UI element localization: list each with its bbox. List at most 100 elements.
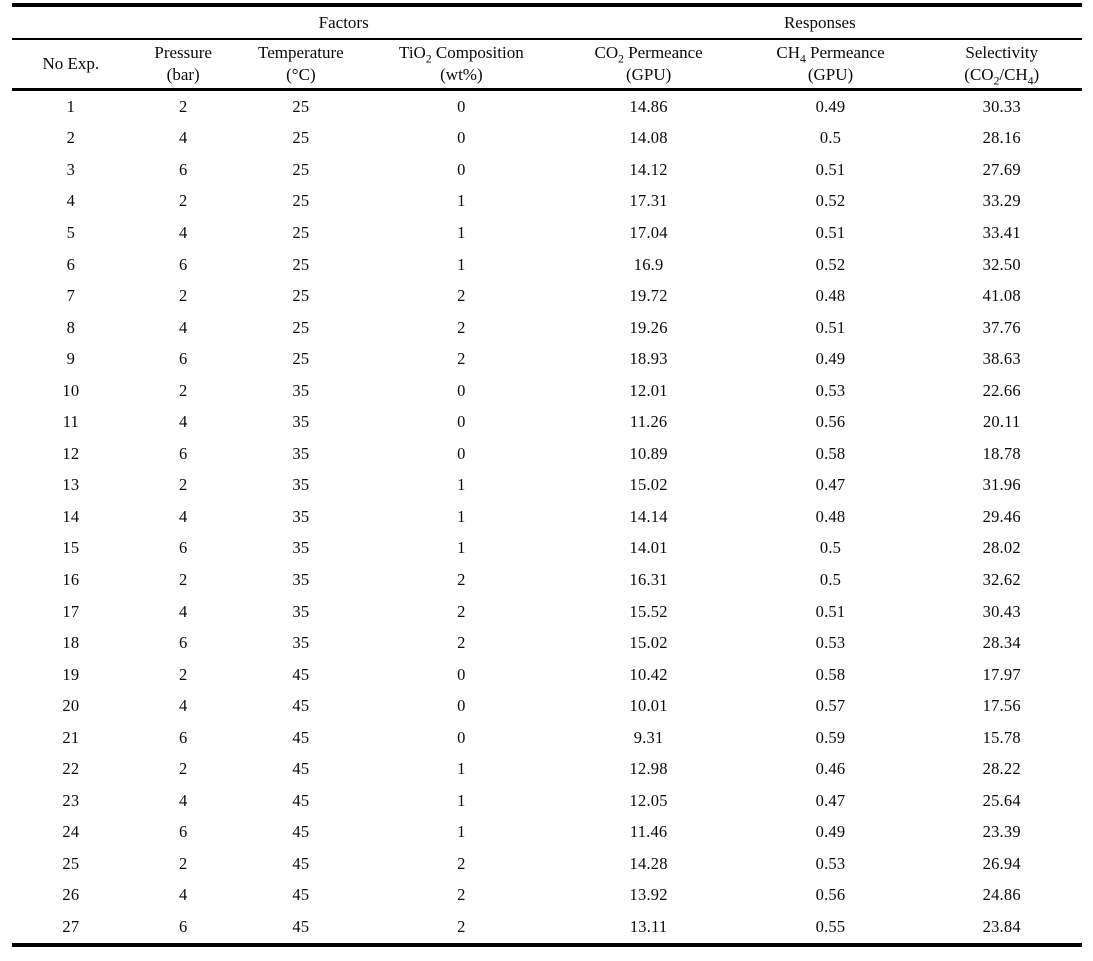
- cell-selectivity: 30.43: [982, 601, 1021, 621]
- cell-no-exp: 25: [62, 853, 80, 873]
- cell-tio2-composition: 2: [457, 633, 466, 653]
- table-row: 11 4 35 0 11.26 0.56 20.11: [12, 406, 1082, 438]
- table-row: 3 6 25 0 14.12 0.51 27.69: [12, 154, 1082, 186]
- cell-selectivity: 23.84: [982, 916, 1021, 936]
- cell-co2-permeance: 9.31: [633, 727, 664, 747]
- cell-no-exp: 19: [62, 664, 80, 684]
- cell-pressure: 6: [178, 727, 188, 747]
- cell-pressure: 6: [178, 633, 188, 653]
- table-row: 23 4 45 1 12.05 0.47 25.64: [12, 785, 1082, 817]
- cell-co2-permeance: 16.31: [629, 569, 668, 589]
- cell-temperature: 25: [292, 222, 310, 242]
- cell-selectivity: 27.69: [982, 159, 1021, 179]
- column-header-unit: (bar): [166, 65, 200, 84]
- cell-ch4-permeance: 0.46: [815, 759, 846, 779]
- cell-pressure: 2: [178, 96, 188, 116]
- cell-co2-permeance: 11.46: [629, 822, 668, 842]
- cell-temperature: 45: [292, 790, 310, 810]
- table-row: 24 6 45 1 11.46 0.49 23.39: [12, 817, 1082, 849]
- cell-selectivity: 29.46: [982, 506, 1021, 526]
- cell-pressure: 4: [178, 317, 188, 337]
- table-row: 7 2 25 2 19.72 0.48 41.08: [12, 280, 1082, 312]
- cell-pressure: 6: [178, 254, 188, 274]
- table-row: 18 6 35 2 15.02 0.53 28.34: [12, 627, 1082, 659]
- cell-selectivity: 18.78: [982, 443, 1021, 463]
- column-header-title: No Exp.: [42, 54, 100, 74]
- cell-temperature: 45: [292, 696, 310, 716]
- cell-ch4-permeance: 0.51: [815, 222, 846, 242]
- cell-ch4-permeance: 0.5: [819, 569, 842, 589]
- group-header-spacer: [12, 5, 130, 40]
- cell-tio2-composition: 0: [457, 380, 466, 400]
- cell-ch4-permeance: 0.58: [815, 664, 846, 684]
- cell-no-exp: 14: [62, 506, 80, 526]
- cell-selectivity: 38.63: [982, 349, 1021, 369]
- table-row: 4 2 25 1 17.31 0.52 33.29: [12, 186, 1082, 218]
- column-header-co2-permeance: CO2 Permeance (GPU): [557, 39, 740, 91]
- cell-pressure: 2: [178, 759, 188, 779]
- cell-no-exp: 18: [62, 633, 80, 653]
- cell-tio2-composition: 2: [457, 885, 466, 905]
- cell-co2-permeance: 14.01: [629, 538, 668, 558]
- cell-selectivity: 33.41: [982, 222, 1021, 242]
- cell-tio2-composition: 0: [457, 159, 466, 179]
- cell-pressure: 6: [178, 916, 188, 936]
- cell-tio2-composition: 1: [457, 538, 466, 558]
- table-row: 9 6 25 2 18.93 0.49 38.63: [12, 343, 1082, 375]
- cell-pressure: 2: [178, 664, 188, 684]
- cell-pressure: 6: [178, 443, 188, 463]
- cell-temperature: 45: [292, 822, 310, 842]
- cell-selectivity: 32.62: [982, 569, 1021, 589]
- cell-no-exp: 27: [62, 916, 80, 936]
- cell-temperature: 35: [292, 443, 310, 463]
- cell-co2-permeance: 15.02: [629, 475, 668, 495]
- cell-selectivity: 33.29: [982, 191, 1021, 211]
- column-header-row: No Exp. Pressure (bar) Temperature (°C) TiO2 …: [12, 39, 1082, 91]
- cell-ch4-permeance: 0.57: [815, 696, 846, 716]
- cell-tio2-composition: 0: [457, 412, 466, 432]
- cell-pressure: 4: [178, 128, 188, 148]
- cell-no-exp: 23: [62, 790, 80, 810]
- table-row: 8 4 25 2 19.26 0.51 37.76: [12, 312, 1082, 344]
- cell-tio2-composition: 1: [457, 822, 466, 842]
- cell-temperature: 25: [292, 317, 310, 337]
- cell-tio2-composition: 1: [457, 254, 466, 274]
- cell-temperature: 45: [292, 727, 310, 747]
- cell-ch4-permeance: 0.47: [815, 790, 846, 810]
- cell-selectivity: 22.66: [982, 380, 1021, 400]
- cell-co2-permeance: 17.31: [629, 191, 668, 211]
- table-row: 26 4 45 2 13.92 0.56 24.86: [12, 880, 1082, 912]
- cell-pressure: 4: [178, 412, 188, 432]
- cell-ch4-permeance: 0.5: [819, 538, 842, 558]
- cell-temperature: 45: [292, 916, 310, 936]
- table-row: 1 2 25 0 14.86 0.49 30.33: [12, 90, 1082, 123]
- cell-selectivity: 17.97: [982, 664, 1021, 684]
- cell-co2-permeance: 14.28: [629, 853, 668, 873]
- cell-tio2-composition: 2: [457, 916, 466, 936]
- cell-tio2-composition: 0: [457, 443, 466, 463]
- column-header-no-exp: No Exp.: [12, 39, 130, 91]
- cell-ch4-permeance: 0.48: [815, 506, 846, 526]
- column-header-unit: (°C): [286, 65, 316, 84]
- table-row: 27 6 45 2 13.11 0.55 23.84: [12, 911, 1082, 945]
- cell-tio2-composition: 0: [457, 727, 466, 747]
- column-header-tio2-composition: TiO2 Composition (wt%): [365, 39, 558, 91]
- group-header-responses: Responses: [557, 5, 1082, 40]
- cell-temperature: 35: [292, 569, 310, 589]
- cell-no-exp: 1: [66, 96, 76, 116]
- cell-ch4-permeance: 0.48: [815, 286, 846, 306]
- cell-co2-permeance: 10.42: [629, 664, 668, 684]
- cell-pressure: 4: [178, 696, 188, 716]
- cell-ch4-permeance: 0.56: [815, 412, 846, 432]
- cell-tio2-composition: 2: [457, 853, 466, 873]
- column-header-unit: (GPU): [807, 65, 854, 84]
- cell-temperature: 35: [292, 538, 310, 558]
- cell-no-exp: 2: [66, 128, 76, 148]
- cell-ch4-permeance: 0.52: [815, 254, 846, 274]
- cell-co2-permeance: 19.72: [629, 286, 668, 306]
- cell-tio2-composition: 1: [457, 475, 466, 495]
- cell-selectivity: 23.39: [982, 822, 1021, 842]
- cell-temperature: 25: [292, 191, 310, 211]
- cell-tio2-composition: 1: [457, 506, 466, 526]
